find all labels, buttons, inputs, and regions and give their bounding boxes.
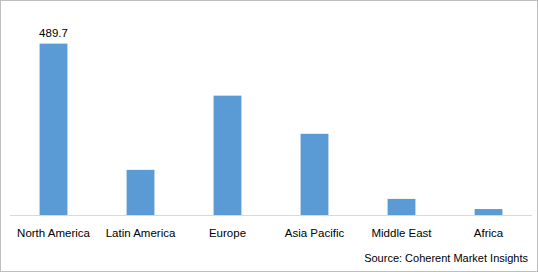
x-tick-label: Latin America [106,227,176,239]
bars [40,44,503,215]
bar [388,199,416,215]
chart-border [1,1,538,272]
data-label: 489.7 [39,27,68,39]
source-note: Source: Coherent Market Insights [364,252,528,264]
bar [475,209,503,215]
x-axis-line [10,215,532,216]
bar [127,170,155,215]
x-tick-label: Africa [474,227,504,239]
x-tick: Latin America [106,215,176,239]
x-tick: Europe [209,215,246,239]
bar [214,96,242,215]
x-tick: Africa [474,215,504,239]
x-tick: Middle East [371,215,432,239]
x-tick-label: Asia Pacific [285,227,345,239]
x-axis: North America Latin America Europe Asia Pac… [10,215,532,239]
x-tick-label: North America [17,227,90,239]
chart: North America Latin America Europe Asia Pac… [0,0,538,272]
x-tick-label: Europe [209,227,246,239]
data-labels: 489.7 [39,27,68,39]
bar [301,134,329,215]
x-tick-label: Middle East [371,227,432,239]
x-tick: Asia Pacific [285,215,345,239]
x-tick: North America [17,215,90,239]
bar [40,44,68,215]
